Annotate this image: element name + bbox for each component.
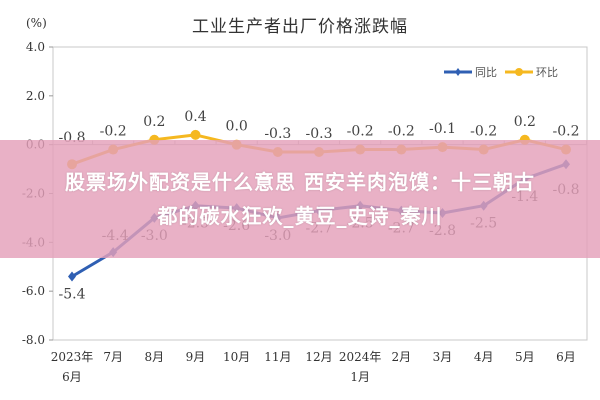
x-tick-label: 10月 <box>223 350 250 364</box>
x-tick-label: 2月 <box>392 350 412 364</box>
data-label: 0.2 <box>514 114 536 130</box>
y-tick-label: -6.0 <box>22 284 45 298</box>
data-label: -0.2 <box>100 124 127 140</box>
data-label: -0.2 <box>388 124 415 140</box>
y-tick-label: 4.0 <box>26 40 45 54</box>
data-label: -0.2 <box>553 124 580 140</box>
x-tick-label: 9月 <box>186 350 206 364</box>
x-tick-label: 2024年 <box>339 350 382 364</box>
y-tick-label: 2.0 <box>26 89 45 103</box>
data-label: -0.2 <box>347 124 374 140</box>
x-tick-label: 7月 <box>103 350 123 364</box>
overlay-text-line2: 都的碳水狂欢_黄豆_史诗_秦川 <box>157 204 443 228</box>
x-tick-label: 5月 <box>515 350 535 364</box>
x-tick-label: 2023年 <box>51 350 94 364</box>
chart-title: 工业生产者出厂价格涨跌幅 <box>192 17 408 37</box>
overlay-banner <box>0 140 600 258</box>
x-tick-label: 11月 <box>264 350 291 364</box>
x-tick-label: 6月 <box>556 350 576 364</box>
legend: 同比 环比 <box>444 66 558 79</box>
data-label: -0.3 <box>306 126 333 142</box>
legend-label: 同比 <box>475 66 497 79</box>
data-point-diamond <box>68 271 76 282</box>
data-label: -5.4 <box>59 287 86 303</box>
y-tick-label: -8.0 <box>22 333 45 347</box>
legend-marker-circle <box>515 68 523 76</box>
data-label: 0.2 <box>143 114 165 130</box>
data-label: 0.0 <box>226 119 248 135</box>
x-tick-label: 4月 <box>474 350 494 364</box>
data-label: -0.2 <box>470 124 497 140</box>
x-tick-label: 12月 <box>305 350 332 364</box>
x-tick-label: 6月 <box>62 370 82 384</box>
y-axis-unit: (%) <box>26 16 47 30</box>
x-tick-label: 8月 <box>145 350 165 364</box>
x-tick-label: 1月 <box>350 370 370 384</box>
data-label: -0.3 <box>264 126 291 142</box>
legend-marker-diamond <box>455 68 461 76</box>
data-label: 0.4 <box>184 109 206 125</box>
data-label: -0.1 <box>429 121 456 137</box>
legend-label: 环比 <box>536 66 558 79</box>
x-tick-label: 3月 <box>433 350 453 364</box>
data-point-circle <box>190 129 201 140</box>
overlay-text-line1: 股票场外配资是什么意思 西安羊肉泡馍：十三朝古 <box>65 170 535 194</box>
